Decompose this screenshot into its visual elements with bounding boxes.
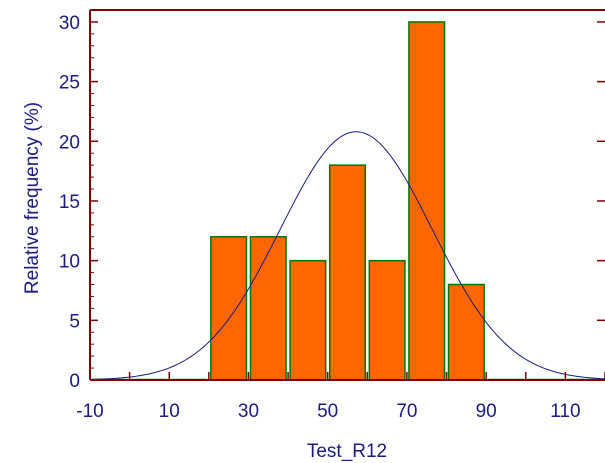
bar-6 bbox=[328, 164, 367, 381]
plot-frame bbox=[89, 9, 605, 381]
x-tick-label: 110 bbox=[550, 401, 580, 422]
x-axis-title: Test_R12 bbox=[307, 441, 387, 462]
normal-curve bbox=[89, 131, 605, 380]
x-tick-label: 90 bbox=[476, 401, 497, 422]
bar-4 bbox=[249, 236, 287, 381]
y-tick-label: 10 bbox=[59, 252, 80, 273]
y-tick-label: 5 bbox=[69, 311, 80, 332]
bar-3 bbox=[210, 236, 248, 381]
x-tick-label: 30 bbox=[238, 401, 259, 422]
y-tick-label: 15 bbox=[59, 192, 80, 213]
bar-5 bbox=[289, 259, 327, 381]
x-tick-label: 10 bbox=[159, 401, 180, 422]
bar-9 bbox=[447, 283, 485, 381]
bar-8 bbox=[408, 21, 446, 381]
y-tick-label: 20 bbox=[59, 132, 80, 153]
x-tick-label: 70 bbox=[396, 401, 417, 422]
bars-layer bbox=[92, 21, 603, 381]
x-tick-label: 50 bbox=[317, 401, 338, 422]
y-tick-label: 0 bbox=[69, 371, 80, 392]
bar-7 bbox=[368, 259, 406, 381]
y-tick-label: 30 bbox=[59, 13, 80, 34]
axis-ticks: 0 5 10 15 20 25 30 -10 10 30 50 70 90 110 bbox=[59, 13, 605, 422]
x-tick-label: -10 bbox=[76, 401, 103, 422]
y-axis-title: Relative frequency (%) bbox=[22, 102, 43, 294]
y-tick-label: 25 bbox=[59, 73, 80, 94]
